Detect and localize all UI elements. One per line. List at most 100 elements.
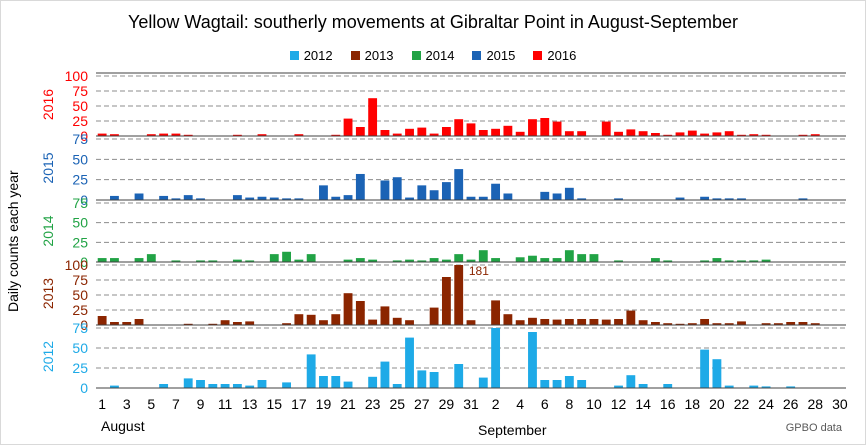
bar-2014 <box>392 260 402 262</box>
chart-title: Yellow Wagtail: southerly movements at G… <box>128 12 738 32</box>
bar-2013 <box>331 314 341 325</box>
bar-2012 <box>417 370 427 388</box>
bar-2013 <box>798 322 808 325</box>
bar-2014 <box>282 251 291 262</box>
bar-2016 <box>761 134 771 136</box>
x-tick-label: 30 <box>832 396 848 412</box>
bar-2012 <box>319 376 328 388</box>
x-tick-label: 3 <box>123 396 131 412</box>
bar-2013 <box>651 322 660 325</box>
bar-2016 <box>380 130 390 136</box>
bar-2012 <box>663 384 673 388</box>
bar-2013 <box>700 319 710 325</box>
x-tick-label: 28 <box>807 396 823 412</box>
bar-2013 <box>183 323 193 325</box>
bar-2014 <box>245 260 255 262</box>
legend: 2012 2013 2014 2015 2016 <box>0 48 866 63</box>
bar-2013 <box>306 314 316 325</box>
bar-2013 <box>638 320 648 325</box>
bar-2016 <box>454 119 464 136</box>
bar-2013 <box>515 320 525 325</box>
bar-2012 <box>232 384 242 388</box>
x-tick-label: 18 <box>685 396 701 412</box>
bar-2012 <box>405 337 414 388</box>
bar-2016 <box>749 134 759 136</box>
y-tick-label: 25 <box>72 172 88 188</box>
bar-2014 <box>528 255 537 262</box>
bar-2014 <box>355 258 365 262</box>
bar-2013 <box>503 314 513 325</box>
bar-2016 <box>478 130 488 136</box>
bar-2015 <box>417 185 427 200</box>
bar-2015 <box>478 196 488 200</box>
y-tick-label: 25 <box>72 113 88 129</box>
bar-2016 <box>687 130 697 136</box>
x-tick-label: 11 <box>218 396 233 412</box>
bar-2014 <box>749 260 759 262</box>
bar-2013 <box>491 300 501 325</box>
y-tick-label: 100 <box>65 68 89 84</box>
bar-2015 <box>196 198 205 200</box>
bar-2014 <box>712 258 722 262</box>
legend-item-2016: 2016 <box>533 48 576 63</box>
bar-2012 <box>638 384 648 388</box>
bar-2016 <box>466 123 476 136</box>
bar-2016 <box>491 128 501 136</box>
bar-2016 <box>503 125 513 136</box>
bar-2013 <box>466 320 476 325</box>
bar-2016 <box>651 133 660 136</box>
bar-2016 <box>540 118 550 136</box>
bar-2014 <box>700 260 710 262</box>
bar-2014 <box>269 254 279 262</box>
bar-2015 <box>134 193 144 200</box>
bar-2012 <box>700 349 710 388</box>
bar-2012 <box>614 385 623 388</box>
bar-2013 <box>675 323 685 325</box>
legend-label: 2013 <box>364 48 394 63</box>
y-tick-label: 0 <box>80 192 88 208</box>
legend-swatch <box>289 51 299 60</box>
bar-2014 <box>478 250 488 262</box>
bar-2012 <box>220 384 230 388</box>
bar-2016 <box>601 121 611 136</box>
bar-2012 <box>380 361 390 388</box>
bar-2014 <box>540 258 550 262</box>
bar-2014 <box>454 254 464 262</box>
bar-2015 <box>110 195 119 200</box>
bar-2014 <box>564 250 574 262</box>
bar-2015 <box>552 193 562 200</box>
legend-item-2013: 2013 <box>350 48 394 63</box>
panel-year-label: 2015 <box>40 152 56 183</box>
x-tick-label: 2 <box>492 396 500 412</box>
bar-2016 <box>171 133 181 136</box>
bar-2014 <box>196 260 205 262</box>
bar-2014 <box>429 258 439 262</box>
bar-2016 <box>577 131 587 136</box>
y-tick-label: 0 <box>80 380 88 396</box>
bar-2016 <box>552 121 562 136</box>
bar-2012 <box>724 385 734 388</box>
legend-swatch <box>533 51 543 60</box>
bar-2015 <box>392 177 402 200</box>
bar-2015 <box>380 180 390 200</box>
bar-2012 <box>478 377 488 388</box>
bar-2016 <box>638 131 648 136</box>
bar-2014 <box>110 258 119 262</box>
bar-2013 <box>282 323 291 325</box>
x-tick-label: 22 <box>734 396 750 412</box>
bar-2014 <box>208 260 218 262</box>
bar-2015 <box>257 196 267 200</box>
bar-2013 <box>626 310 636 325</box>
bar-2013 <box>737 321 746 325</box>
y-tick-label: 75 <box>72 195 88 211</box>
bar-2016 <box>257 134 267 136</box>
bar-2013 <box>454 265 464 325</box>
bar-2013 <box>392 317 402 325</box>
bar-2015 <box>294 198 304 200</box>
bar-2015 <box>183 195 193 200</box>
y-tick-label: 25 <box>72 234 88 250</box>
bar-2014 <box>405 259 414 262</box>
x-tick-label: 14 <box>635 396 651 412</box>
bar-2016 <box>429 133 439 136</box>
month-label-august: August <box>101 418 145 434</box>
